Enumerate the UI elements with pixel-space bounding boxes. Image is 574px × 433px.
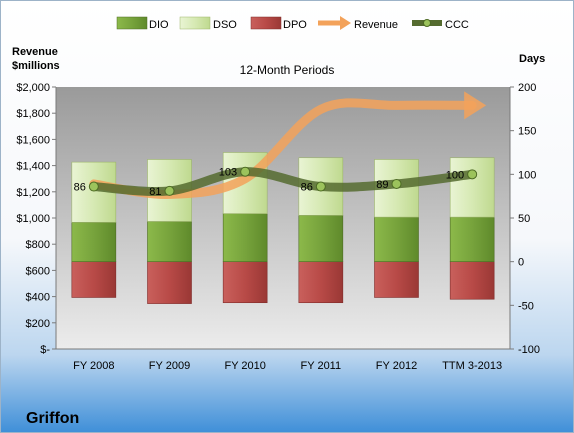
category-label: FY 2010: [224, 360, 265, 372]
category-labels: FY 2008 FY 2009 FY 2010 FY 2011 FY 2012 TTM 3…: [73, 360, 502, 372]
left-tick-label: $1,000: [16, 213, 50, 225]
category-label: TTM 3-2013: [442, 360, 502, 372]
left-tick-label: $2,000: [16, 82, 50, 94]
bar-dio: [71, 222, 117, 262]
category-label: FY 2011: [301, 360, 342, 372]
right-tick-label: -100: [518, 344, 540, 356]
right-tick-label: 150: [518, 126, 536, 138]
legend-swatch-ccc-marker: [423, 19, 431, 27]
ccc-point: [391, 178, 402, 189]
ccc-point: [315, 181, 326, 192]
ccc-point: [164, 185, 175, 196]
chart-title: 12-Month Periods: [240, 63, 335, 77]
ccc-line: [89, 167, 477, 196]
legend-label-dio: DIO: [149, 19, 169, 31]
left-tick-label: $1,600: [16, 134, 50, 146]
left-tick-label: $1,800: [16, 108, 50, 120]
bar-dio: [222, 213, 268, 262]
legend-label-dso: DSO: [213, 19, 237, 31]
legend-label-revenue: Revenue: [354, 19, 398, 31]
right-tick-label: 200: [518, 82, 536, 94]
left-axis-title-line2: $millions: [12, 60, 60, 72]
right-tick-label: 0: [518, 257, 524, 269]
category-label: FY 2012: [376, 360, 417, 372]
ccc-series: 86 81 103 86 89 100: [74, 166, 478, 198]
ccc-point: [240, 166, 251, 177]
bar-dpo: [147, 261, 192, 304]
ccc-point: [467, 169, 478, 180]
legend-label-dpo: DPO: [283, 19, 307, 31]
bar-dpo: [222, 261, 268, 304]
right-tick-label: 100: [518, 169, 536, 181]
ccc-data-label: 81: [149, 186, 161, 198]
bar-dpo: [374, 261, 419, 298]
left-tick-label: $1,400: [16, 161, 50, 173]
legend-swatch-dio: [116, 16, 148, 30]
bar-dio: [298, 215, 344, 262]
right-axis-title: Days: [519, 53, 545, 65]
bars: [71, 152, 495, 304]
bar-dpo: [449, 261, 495, 300]
right-tick-label: -50: [518, 300, 534, 312]
bar-dio: [374, 216, 419, 262]
ccc-data-label: 86: [301, 182, 313, 194]
left-tick-label: $200: [26, 318, 50, 330]
company-name: Griffon: [26, 410, 79, 427]
legend-swatch-revenue-arrow: [340, 16, 351, 30]
bar-dio: [147, 221, 192, 262]
ccc-data-label: 89: [376, 179, 388, 191]
bar-dpo: [298, 261, 344, 304]
bar-dpo: [71, 261, 117, 298]
ccc-data-label: 103: [219, 167, 237, 179]
left-tick-label: $1,200: [16, 187, 50, 199]
plot-area: [56, 87, 510, 349]
category-label: FY 2009: [149, 360, 190, 372]
legend: DIO DSO DPO Revenue CCC: [116, 16, 469, 31]
left-tick-label: $-: [40, 344, 50, 356]
left-axis-ticks: $- $200 $400 $600 $800 $1,000 $1,200 $1,400 $1,6…: [16, 82, 56, 356]
revenue-arrowhead: [464, 91, 487, 120]
bar-dio: [449, 216, 495, 262]
left-axis-title-line1: Revenue: [12, 46, 58, 58]
left-tick-label: $800: [26, 239, 50, 251]
bar-dso: [449, 157, 495, 218]
ccc-data-label: 86: [74, 182, 86, 194]
left-tick-label: $400: [26, 292, 50, 304]
left-tick-label: $600: [26, 265, 50, 277]
legend-swatch-dpo: [250, 16, 282, 30]
category-label: FY 2008: [73, 360, 114, 372]
ccc-data-label: 100: [446, 169, 464, 181]
legend-label-ccc: CCC: [445, 19, 469, 31]
right-axis-ticks: -100 -50 0 50 100 150 200: [510, 82, 540, 356]
legend-swatch-dso: [179, 16, 211, 30]
ccc-point: [88, 181, 99, 192]
right-tick-label: 50: [518, 213, 530, 225]
